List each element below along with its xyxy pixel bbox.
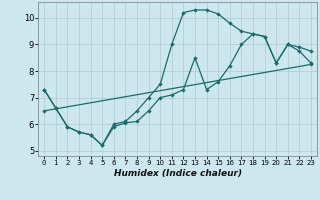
X-axis label: Humidex (Indice chaleur): Humidex (Indice chaleur) xyxy=(114,169,242,178)
